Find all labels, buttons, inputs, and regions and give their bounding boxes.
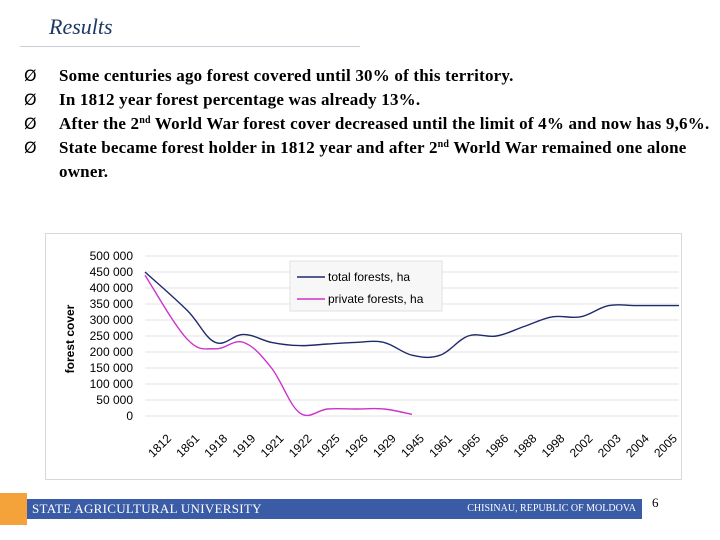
y-tick-label: 100 000 (90, 377, 134, 391)
footer-bar: STATE AGRICULTURAL UNIVERSITY CHISINAU, … (27, 499, 642, 519)
arrow-bullet-icon: Ø (24, 90, 37, 109)
bullet-text: World War remained one alone owner. (59, 138, 687, 181)
superscript: nd (437, 139, 450, 150)
footer-location: CHISINAU, REPUBLIC OF MOLDOVA (467, 503, 636, 514)
legend: total forests, ha private forests, ha (289, 260, 443, 312)
footer: STATE AGRICULTURAL UNIVERSITY CHISINAU, … (0, 493, 720, 540)
footer-accent (0, 493, 27, 525)
legend-label-total: total forests, ha (328, 270, 410, 284)
y-axis-label: forest cover (63, 304, 77, 373)
bullet-text: State became forest holder in 1812 year … (59, 138, 438, 157)
bullet-item: Ø State became forest holder in 1812 yea… (22, 136, 712, 184)
bullet-list: Ø Some centuries ago forest covered unti… (22, 64, 712, 184)
slide-title: Results (49, 14, 113, 39)
page-number: 6 (652, 495, 659, 510)
y-tick-label: 350 000 (90, 297, 134, 311)
legend-label-private: private forests, ha (328, 292, 424, 306)
y-tick-label: 300 000 (90, 313, 134, 327)
forest-cover-chart: 0 50 000 100 000 150 000 200 000 250 000 300 0… (45, 233, 682, 480)
arrow-bullet-icon: Ø (24, 114, 37, 133)
y-tick-label: 50 000 (96, 393, 133, 407)
chart-svg: 0 50 000 100 000 150 000 200 000 250 000 300 0… (45, 233, 682, 480)
y-tick-label: 0 (126, 409, 133, 423)
arrow-bullet-icon: Ø (24, 138, 37, 157)
y-tick-label: 400 000 (90, 281, 134, 295)
series-line-total-forests (144, 271, 679, 359)
y-tick-label: 250 000 (90, 329, 134, 343)
y-tick-labels: 0 50 000 100 000 150 000 200 000 250 000 300 0… (90, 249, 134, 423)
superscript: nd (139, 115, 151, 126)
y-tick-label: 200 000 (90, 345, 134, 359)
grid (145, 255, 679, 417)
arrow-bullet-icon: Ø (24, 66, 37, 85)
footer-university: STATE AGRICULTURAL UNIVERSITY (32, 501, 262, 516)
y-tick-label: 500 000 (90, 249, 134, 263)
bullet-text: In 1812 year forest percentage was alrea… (59, 90, 421, 109)
bullet-item: Ø In 1812 year forest percentage was alr… (22, 88, 712, 112)
bullet-item: Ø After the 2nd World War forest cover d… (22, 112, 712, 136)
bullet-text: Some centuries ago forest covered until … (59, 66, 514, 85)
bullet-text: World War forest cover decreased until t… (150, 114, 710, 133)
y-tick-label: 450 000 (90, 265, 134, 279)
title-divider (20, 46, 360, 47)
series-line-private-forests (144, 274, 413, 417)
y-tick-label: 150 000 (90, 361, 134, 375)
series-lines (144, 271, 679, 417)
bullet-item: Ø Some centuries ago forest covered unti… (22, 64, 712, 88)
bullet-text: After the 2 (59, 114, 140, 133)
legend-box (289, 260, 443, 312)
